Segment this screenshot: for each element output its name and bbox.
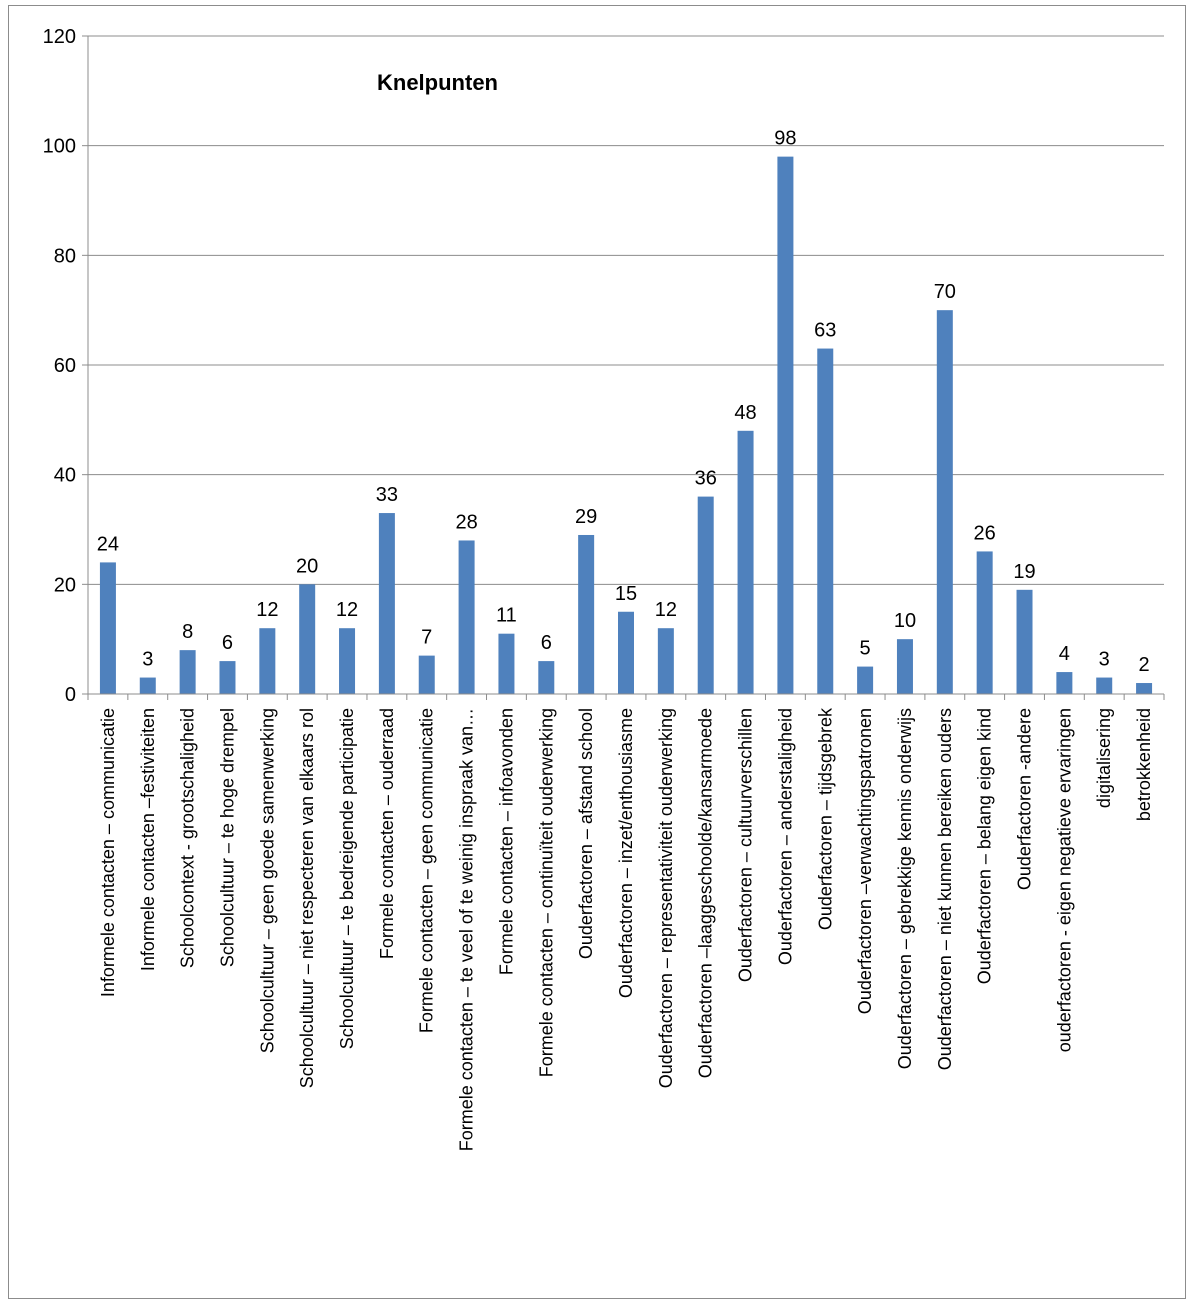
data-label: 10 xyxy=(894,610,916,632)
x-tick-label: Formele contacten – ouderraad xyxy=(377,708,397,959)
x-tick-label: ouderfactoren - eigen negatieve ervaring… xyxy=(1054,708,1074,1052)
data-label: 12 xyxy=(336,599,358,621)
bars xyxy=(99,156,1153,695)
x-tick-label: Formele contacten – geen communicatie xyxy=(417,708,437,1033)
bar xyxy=(299,584,316,694)
bar xyxy=(777,156,794,695)
bar xyxy=(1136,683,1153,694)
data-label: 5 xyxy=(860,638,871,660)
bar xyxy=(618,611,634,694)
data-label: 48 xyxy=(734,402,756,424)
chart-title: Knelpunten xyxy=(377,70,498,95)
bar xyxy=(458,540,475,694)
x-tick-label: Formele contacten – infoavonden xyxy=(496,708,516,975)
data-label: 98 xyxy=(774,128,796,150)
data-label: 4 xyxy=(1059,643,1070,665)
data-label: 6 xyxy=(541,632,552,654)
data-label: 11 xyxy=(496,605,517,627)
x-tick-label: Ouderfactoren – belang eigen kind xyxy=(975,708,995,984)
data-label: 15 xyxy=(615,583,637,605)
x-tick-label: Ouderfactoren – anderstaligheid xyxy=(775,708,795,965)
data-label: 6 xyxy=(222,632,233,654)
x-tick-label: betrokkenheid xyxy=(1134,708,1154,821)
data-label: 19 xyxy=(1013,561,1035,583)
data-label: 24 xyxy=(97,533,119,555)
x-tick-label: digitalisering xyxy=(1094,708,1114,808)
bar xyxy=(578,534,595,694)
x-tick-label: Formele contacten – te veel of te weinig… xyxy=(457,708,477,1151)
x-tick-label: Ouderfactoren – afstand school xyxy=(576,708,596,959)
bar xyxy=(737,430,754,694)
data-label: 20 xyxy=(296,555,318,577)
y-tick-label: 100 xyxy=(43,136,76,158)
data-label: 3 xyxy=(1099,649,1110,671)
data-label: 2 xyxy=(1139,654,1150,676)
y-tick-label: 0 xyxy=(65,684,76,706)
x-tick-label: Schoolcultuur – niet respecteren van elk… xyxy=(297,708,317,1088)
bar xyxy=(896,639,913,694)
data-label: 70 xyxy=(934,281,956,303)
data-label: 12 xyxy=(256,599,278,621)
bar xyxy=(1056,672,1073,694)
x-tick-label: Schoolcultuur – te bedreigende participa… xyxy=(337,708,357,1049)
x-tick-label: Schoolcontext - grootschaligheid xyxy=(178,708,198,968)
bar xyxy=(339,628,356,694)
x-tick-label: Informele contacten – communicatie xyxy=(98,708,118,997)
x-tick-label: Ouderfactoren –verwachtingspatronen xyxy=(855,708,875,1014)
x-tick-label: Ouderfactoren – cultuurverschillen xyxy=(736,708,756,982)
y-tick-label: 120 xyxy=(43,26,76,48)
data-label: 36 xyxy=(695,468,717,490)
bar xyxy=(259,628,276,694)
bar xyxy=(418,655,435,694)
data-label: 3 xyxy=(142,649,153,671)
bar xyxy=(697,496,714,694)
bar xyxy=(139,677,156,694)
data-label: 7 xyxy=(421,627,432,649)
bar xyxy=(657,628,674,694)
x-tick-label: Schoolcultuur – geen goede samenwerking xyxy=(257,708,277,1053)
bar xyxy=(179,650,196,694)
bar xyxy=(976,551,993,694)
x-tick-label: Schoolcultuur – te hoge drempel xyxy=(217,708,237,967)
data-label: 8 xyxy=(182,621,193,643)
bar xyxy=(538,661,555,694)
y-tick-labels: 0 20 40 60 80 100 120 xyxy=(43,26,76,706)
y-tick-label: 80 xyxy=(54,245,76,267)
gridlines xyxy=(88,35,1164,585)
x-tick-label: Informele contacten –festiviteiten xyxy=(138,708,158,971)
data-label: 29 xyxy=(575,506,597,528)
x-tick-label: Ouderfactoren – inzet/enthousiasme xyxy=(616,708,636,998)
y-tick-label: 40 xyxy=(54,465,76,487)
x-tick-labels: Informele contacten – communicatie Inform… xyxy=(98,707,1154,1151)
y-tick-label: 20 xyxy=(54,574,76,596)
data-label: 28 xyxy=(455,511,477,533)
x-tick-label: Ouderfactoren – tijdsgebrek xyxy=(815,707,835,930)
bar xyxy=(817,348,834,694)
bar xyxy=(1096,677,1113,694)
bar xyxy=(219,661,236,694)
data-label: 33 xyxy=(376,484,398,506)
bar xyxy=(378,513,395,694)
bar xyxy=(1016,589,1033,694)
data-label: 12 xyxy=(655,599,677,621)
x-tick-label: Ouderfactoren – niet kunnen bereiken oud… xyxy=(935,708,955,1070)
x-tick-label: Ouderfactoren -andere xyxy=(1015,708,1035,890)
x-tick-label: Ouderfactoren –laaggeschoolde/kansarmoed… xyxy=(696,708,716,1078)
bar xyxy=(857,666,874,694)
y-tick-label: 60 xyxy=(54,355,76,377)
x-tick-label: Formele contacten – continuïteit ouderwe… xyxy=(536,708,556,1077)
data-label: 26 xyxy=(974,522,996,544)
axes xyxy=(82,35,1165,700)
bar xyxy=(99,562,116,694)
bar xyxy=(936,310,953,694)
x-tick-label: Ouderfactoren – gebrekkige kennis onderw… xyxy=(895,708,915,1069)
data-label: 63 xyxy=(814,320,836,342)
x-tick-label: Ouderfactoren – representativiteit ouder… xyxy=(656,708,676,1088)
bar xyxy=(498,633,515,694)
